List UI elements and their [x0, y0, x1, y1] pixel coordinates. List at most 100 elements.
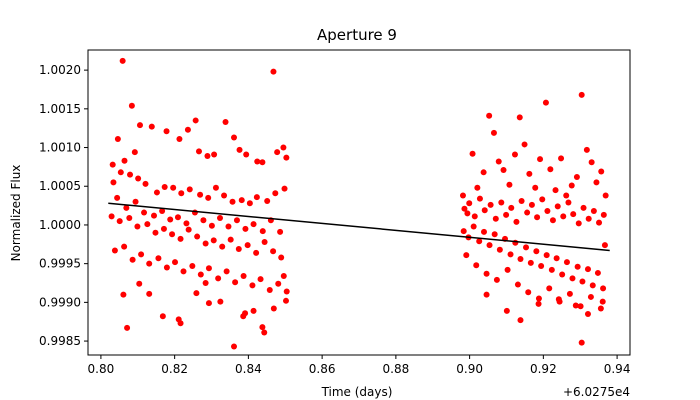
data-point	[274, 149, 281, 156]
data-point	[518, 197, 525, 204]
data-point	[521, 141, 528, 148]
data-point	[229, 198, 236, 205]
data-point	[253, 194, 260, 201]
data-point	[513, 218, 520, 225]
data-point	[170, 184, 177, 191]
data-point	[563, 192, 570, 199]
data-point	[575, 220, 582, 227]
data-point	[600, 211, 607, 218]
data-points	[108, 57, 609, 350]
data-point	[240, 273, 247, 280]
data-point	[238, 197, 245, 204]
data-point	[270, 68, 277, 75]
data-point	[257, 276, 264, 283]
data-point	[572, 302, 579, 309]
data-point	[221, 192, 228, 199]
data-point	[264, 197, 271, 204]
data-point	[270, 305, 277, 312]
data-point	[277, 228, 284, 235]
data-point	[254, 158, 261, 165]
data-point	[212, 184, 219, 191]
data-point	[109, 161, 116, 168]
data-point	[219, 243, 226, 250]
data-point	[193, 290, 200, 297]
data-point	[117, 169, 124, 176]
data-point	[152, 229, 159, 236]
data-point	[507, 251, 514, 258]
data-point	[464, 210, 471, 217]
data-point	[503, 211, 510, 218]
data-point	[574, 263, 581, 270]
data-point	[535, 300, 542, 307]
y-axis-ticks: 0.9985 0.9990 0.9995 1.0000 1.0005 1.0010 1.00…	[39, 63, 88, 348]
data-point	[496, 246, 503, 253]
data-point	[121, 157, 128, 164]
data-point	[250, 307, 257, 314]
data-point	[585, 215, 592, 222]
x-tick-label: 0.80	[88, 362, 115, 376]
data-point	[584, 310, 591, 317]
data-point	[259, 159, 266, 166]
data-point	[476, 238, 483, 245]
data-point	[480, 169, 487, 176]
x-tick-label: 0.86	[309, 362, 336, 376]
plot-frame	[87, 49, 631, 356]
data-point	[169, 231, 176, 238]
data-point	[460, 228, 467, 235]
data-point	[205, 194, 212, 201]
data-point	[480, 228, 487, 235]
x-tick-label: 0.94	[604, 362, 631, 376]
data-point	[584, 266, 591, 273]
data-point	[136, 122, 143, 129]
data-point	[283, 154, 290, 161]
data-point	[233, 217, 240, 224]
data-point	[114, 194, 121, 201]
data-point	[215, 275, 222, 282]
y-tick-label: 0.9995	[39, 257, 81, 271]
data-point	[135, 175, 142, 182]
data-point	[534, 214, 541, 221]
data-point	[283, 288, 290, 295]
data-point	[538, 262, 545, 269]
data-point	[261, 238, 268, 245]
data-point	[578, 339, 585, 346]
data-point	[129, 256, 136, 263]
data-point	[547, 166, 554, 173]
data-point	[185, 226, 192, 233]
data-point	[131, 149, 138, 156]
data-point	[542, 99, 549, 106]
data-point	[202, 240, 209, 247]
data-point	[178, 190, 185, 197]
data-point	[211, 151, 218, 158]
data-point	[528, 201, 535, 208]
data-point	[217, 214, 223, 221]
data-point	[526, 170, 533, 177]
data-point	[194, 233, 201, 240]
data-point	[244, 242, 251, 249]
data-point	[539, 196, 546, 203]
data-point	[177, 320, 184, 327]
data-point	[280, 144, 287, 151]
data-point	[596, 219, 603, 226]
data-point	[459, 192, 466, 199]
data-point	[517, 317, 524, 324]
data-point	[183, 220, 190, 227]
y-tick-label: 1.0000	[39, 218, 81, 232]
y-tick-label: 1.0005	[39, 179, 81, 193]
data-point	[177, 235, 184, 242]
data-point	[598, 168, 605, 175]
data-point	[565, 199, 572, 206]
data-point	[126, 214, 133, 221]
data-point	[202, 280, 209, 287]
fit-line	[108, 202, 610, 252]
data-point	[208, 222, 215, 229]
data-point	[235, 245, 242, 252]
data-point	[159, 208, 166, 215]
data-point	[159, 313, 166, 320]
data-point	[259, 228, 266, 235]
x-axis-ticks: 0.80 0.82 0.84 0.86 0.88 0.90 0.92 0.94	[88, 355, 631, 376]
x-tick-label: 0.92	[530, 362, 557, 376]
x-axis-offset-label: +6.0275e4	[563, 385, 630, 399]
